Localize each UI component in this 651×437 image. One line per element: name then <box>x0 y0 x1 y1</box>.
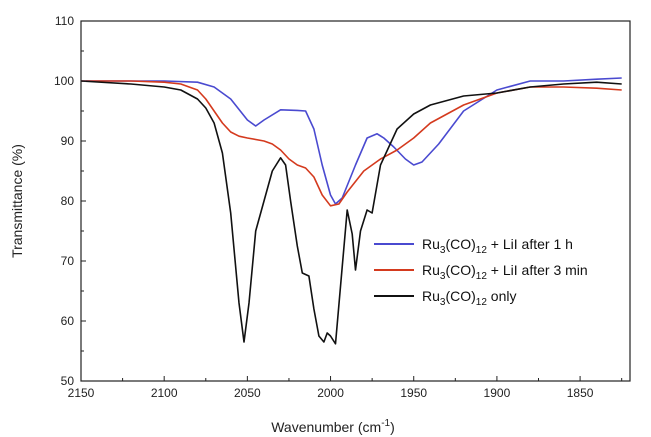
y-tick-label: 60 <box>61 314 75 328</box>
legend-entry-2: Ru3(CO)12 + LiI after 3 min <box>422 262 588 282</box>
y-axis-title: Transmittance (%) <box>9 144 25 258</box>
y-axis-ticks: 50 60 70 80 90 100 110 <box>54 14 86 388</box>
x-tick-label: 1850 <box>567 386 594 400</box>
y-tick-label: 50 <box>61 374 75 388</box>
series-line-3 <box>80 80 622 345</box>
legend-entry-1: Ru3(CO)12 + LiI after 1 h <box>422 236 573 256</box>
plot-lines <box>80 77 622 345</box>
plot-frame <box>80 20 631 382</box>
x-tick-label: 1900 <box>484 386 511 400</box>
series-line-2 <box>81 80 622 207</box>
x-tick-label: 2100 <box>151 386 178 400</box>
y-tick-label: 90 <box>61 134 75 148</box>
x-axis-title: Wavenumber (cm-1) <box>271 418 395 435</box>
y-tick-label: 100 <box>54 74 74 88</box>
x-tick-label: 2000 <box>317 386 344 400</box>
legend: Ru3(CO)12 + LiI after 1 h Ru3(CO)12 + LiI… <box>374 236 588 308</box>
x-tick-label: 1950 <box>400 386 427 400</box>
y-tick-label: 110 <box>55 14 74 28</box>
series-line-1 <box>81 77 622 205</box>
legend-entry-3: Ru3(CO)12 only <box>422 288 517 308</box>
x-tick-label: 2050 <box>234 386 261 400</box>
x-axis-ticks: 2150 2100 2050 2000 1950 1900 1850 <box>68 376 623 400</box>
x-tick-label: 2150 <box>68 386 95 400</box>
y-tick-label: 70 <box>61 254 75 268</box>
y-tick-label: 80 <box>61 194 75 208</box>
